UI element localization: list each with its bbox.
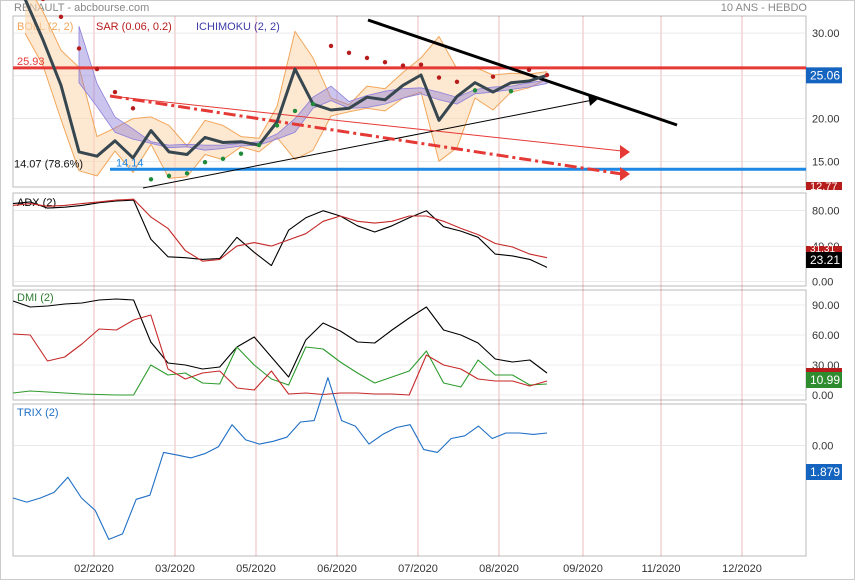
legend-ichimoku[interactable]: ICHIMOKU (2, 2) <box>196 21 280 33</box>
y-tick-label: 0.00 <box>812 277 833 289</box>
support-label: 14.07 (78.6%) <box>14 158 83 170</box>
sar-dot <box>544 72 550 78</box>
sar-dot <box>148 177 154 182</box>
y-tick-label: 0.00 <box>812 440 833 452</box>
trend-line-down <box>367 18 678 127</box>
sar-dot <box>508 89 514 94</box>
sar-dot <box>274 123 280 128</box>
x-tick-label: 05/2020 <box>236 563 276 575</box>
chart-title: RENAULT - abcbourse.com <box>14 2 150 14</box>
trend-line-up <box>142 98 599 189</box>
low-badge <box>806 182 842 190</box>
panel-frame-dmi <box>12 289 807 401</box>
last-price-label: 25.06 <box>810 68 840 82</box>
legend-sar[interactable]: SAR (0.06, 0.2) <box>96 21 172 33</box>
support-label-2: 14.14 <box>116 157 144 169</box>
sar-dot <box>184 171 190 176</box>
sar-dot <box>400 63 406 68</box>
trend-arrow-up <box>588 94 598 106</box>
panel-frame-price <box>12 15 807 188</box>
sar-dot <box>256 142 262 148</box>
x-tick-label: 08/2020 <box>479 563 519 575</box>
sar-dot <box>472 88 478 93</box>
channel-arrow-thin <box>620 145 630 159</box>
sar-dot <box>202 160 208 165</box>
low-badge-label: 12.77 <box>810 181 838 193</box>
dmi-last-value: 10.99 <box>810 373 840 387</box>
y-tick-label: 80.00 <box>812 206 840 218</box>
sar-dot <box>58 14 64 20</box>
x-tick-label: 12/2020 <box>722 563 762 575</box>
trix-trix-line <box>12 377 548 540</box>
sar-dot <box>94 66 100 72</box>
sar-dot <box>310 101 316 107</box>
sar-dot <box>526 67 532 73</box>
y-tick-label: 30.00 <box>812 28 840 40</box>
x-tick-label: 11/2020 <box>642 563 681 575</box>
y-tick-label: 15.00 <box>812 156 840 168</box>
last-price-badge <box>806 67 842 84</box>
channel-line-thin <box>109 95 623 152</box>
dmi-dmi_minus-line <box>12 314 548 396</box>
y-tick-label: 20.00 <box>812 114 840 126</box>
sar-dot <box>436 75 442 80</box>
y-tick-label: 90.00 <box>812 300 840 312</box>
dmi-dmi_plus-line <box>12 346 548 396</box>
sar-dot <box>328 43 334 49</box>
sar-dot <box>454 79 460 85</box>
x-tick-label: 03/2020 <box>155 563 195 575</box>
sar-dot <box>130 106 136 111</box>
x-tick-label: 06/2020 <box>317 563 357 575</box>
sar-dot <box>166 173 172 179</box>
legend-dmi[interactable]: DMI (2) <box>17 292 54 304</box>
adx-signal-value: 31.31 <box>810 244 835 255</box>
panel-frame-trix <box>12 403 807 557</box>
boll-lower-line <box>24 32 548 179</box>
adx-last-badge <box>806 252 842 268</box>
dmi-dx-line <box>12 298 548 378</box>
adx-adx_signal-line <box>12 198 548 262</box>
channel-line-dashed <box>109 94 623 176</box>
y-tick-label: 0.00 <box>812 390 833 402</box>
adx-signal-badge <box>806 246 842 252</box>
sar-dot <box>382 59 388 65</box>
sar-dot <box>238 151 244 156</box>
price-line <box>23 0 548 160</box>
sar-dot <box>76 46 82 51</box>
panel-frame-adx <box>12 192 807 287</box>
adx-adx-line <box>12 199 548 268</box>
ichimoku-cloud <box>78 26 548 151</box>
sar-dot <box>490 74 496 79</box>
x-tick-label: 02/2020 <box>74 563 114 575</box>
legend-trix[interactable]: TRIX (2) <box>17 407 59 419</box>
channel-arrow-dashed <box>620 167 630 181</box>
sar-dot <box>292 108 298 114</box>
y-tick-label: 60.00 <box>812 330 840 342</box>
sar-dot <box>41 0 45 2</box>
x-tick-label: 07/2020 <box>398 563 438 575</box>
dmi-last-badge <box>806 372 842 388</box>
timeframe-label: 10 ANS - HEBDO <box>720 2 807 14</box>
sar-dot <box>364 55 370 61</box>
x-tick-label: 09/2020 <box>563 563 603 575</box>
resistance-label: 25.93 <box>17 56 45 68</box>
sar-dot <box>220 156 226 161</box>
sar-dot <box>112 89 118 95</box>
sar-dot <box>418 62 424 67</box>
dmi-minus-badge <box>806 368 842 372</box>
sar-dot <box>346 50 352 55</box>
trix-last-badge <box>806 464 842 480</box>
trix-last-value: 1.879 <box>810 465 840 479</box>
adx-last-value: 23.21 <box>810 253 840 267</box>
